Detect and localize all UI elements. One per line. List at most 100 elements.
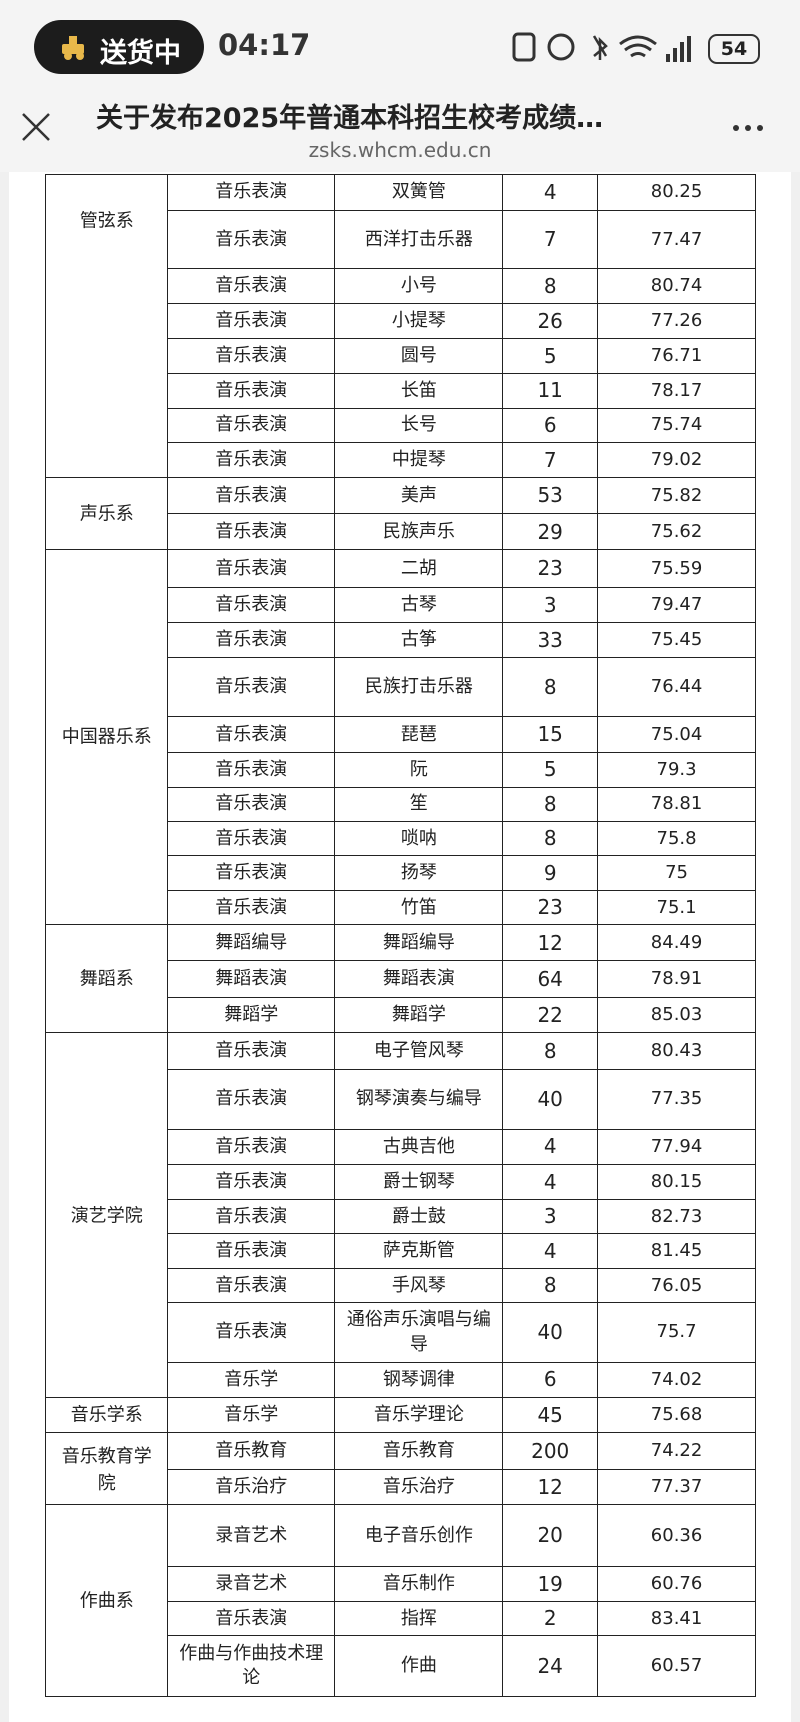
major-cell: 音乐表演: [167, 890, 336, 926]
direction-cell: 爵士鼓: [334, 1198, 504, 1235]
count-cell: 3: [502, 586, 599, 624]
score-cell: 79.47: [596, 586, 757, 624]
score-cell: 76.44: [596, 657, 757, 718]
direction-cell: 通俗声乐演唱与编导: [334, 1302, 504, 1364]
major-cell: 音乐表演: [167, 786, 336, 823]
count-cell: 8: [502, 1031, 599, 1071]
count-cell: 19: [502, 1565, 599, 1603]
top-bar: 送货中 04:17 54 关于发布2025年普通本科招生校考成绩… zsks.w…: [0, 0, 800, 172]
score-cell: 77.47: [596, 209, 757, 270]
direction-cell: 古典吉他: [334, 1128, 504, 1166]
count-cell: 33: [502, 621, 599, 659]
major-cell: 音乐表演: [167, 621, 336, 659]
direction-cell: 扬琴: [334, 854, 504, 892]
direction-cell: 音乐教育: [334, 1431, 504, 1471]
direction-cell: 古琴: [334, 586, 504, 624]
major-cell: 音乐表演: [167, 1268, 336, 1304]
major-cell: 音乐表演: [167, 1069, 336, 1131]
major-cell: 音乐表演: [167, 586, 336, 624]
direction-cell: 竹笛: [334, 890, 504, 926]
count-cell: 5: [502, 751, 599, 789]
count-cell: 23: [502, 549, 599, 589]
department-cell: 音乐教育学院: [45, 1431, 169, 1506]
major-cell: 音乐表演: [167, 1128, 336, 1166]
score-cell: 84.49: [596, 924, 757, 962]
score-cell: 77.26: [596, 303, 757, 340]
major-cell: 音乐表演: [167, 751, 336, 789]
battery: 54: [708, 34, 760, 64]
page-url: zsks.whcm.edu.cn: [308, 138, 492, 162]
department-cell: 作曲系: [45, 1504, 169, 1698]
major-cell: 作曲与作曲技术理论: [167, 1635, 336, 1698]
major-cell: 音乐表演: [167, 303, 336, 340]
count-cell: 15: [502, 716, 599, 754]
major-cell: 舞蹈编导: [167, 924, 336, 962]
major-cell: 音乐表演: [167, 820, 336, 857]
major-cell: 音乐表演: [167, 268, 336, 305]
count-cell: 53: [502, 476, 599, 515]
department-label: 舞蹈系: [79, 968, 134, 990]
score-cell: 79.02: [596, 441, 757, 479]
major-cell: 音乐表演: [167, 407, 336, 444]
major-cell: 音乐表演: [167, 657, 336, 718]
direction-cell: 古筝: [334, 621, 504, 659]
score-cell: 75.1: [596, 890, 757, 926]
direction-cell: 舞蹈表演: [334, 960, 504, 999]
count-cell: 4: [502, 173, 599, 212]
score-cell: 75.04: [596, 716, 757, 754]
score-cell: 80.74: [596, 268, 757, 305]
department-label: 作曲系: [79, 1590, 134, 1612]
score-cell: 76.71: [596, 338, 757, 375]
score-cell: 78.81: [596, 786, 757, 823]
count-cell: 7: [502, 209, 599, 270]
score-cell: 75.45: [596, 621, 757, 659]
count-cell: 45: [502, 1396, 599, 1434]
delivery-pill[interactable]: 送货中: [34, 20, 204, 74]
direction-cell: 双簧管: [334, 173, 504, 212]
score-cell: 85.03: [596, 996, 757, 1034]
major-cell: 舞蹈表演: [167, 960, 336, 999]
direction-cell: 舞蹈编导: [334, 924, 504, 962]
major-cell: 音乐表演: [167, 1198, 336, 1235]
department-cell: 舞蹈系: [45, 924, 169, 1034]
score-cell: 75.59: [596, 549, 757, 589]
major-cell: 音乐表演: [167, 1302, 336, 1364]
page-title: 关于发布2025年普通本科招生校考成绩…: [96, 103, 604, 134]
department-cell: 管弦系: [45, 173, 169, 479]
direction-cell: 手风琴: [334, 1268, 504, 1304]
direction-cell: 电子音乐创作: [334, 1504, 504, 1568]
count-cell: 40: [502, 1302, 599, 1364]
department-cell: 音乐学系: [45, 1396, 169, 1434]
count-cell: 2: [502, 1601, 599, 1637]
score-cell: 77.35: [596, 1069, 757, 1131]
count-cell: 6: [502, 407, 599, 444]
score-cell: 83.41: [596, 1601, 757, 1637]
count-cell: 22: [502, 996, 599, 1034]
major-cell: 音乐表演: [167, 549, 336, 589]
score-cell: 79.3: [596, 751, 757, 789]
major-cell: 录音艺术: [167, 1565, 336, 1603]
score-cell: 75.8: [596, 820, 757, 857]
count-cell: 40: [502, 1069, 599, 1131]
direction-cell: 电子管风琴: [334, 1031, 504, 1071]
more-button[interactable]: [730, 118, 770, 138]
direction-cell: 小号: [334, 268, 504, 305]
major-cell: 音乐表演: [167, 372, 336, 410]
department-label: 音乐学系: [70, 1404, 143, 1426]
count-cell: 8: [502, 268, 599, 305]
score-cell: 60.76: [596, 1565, 757, 1603]
major-cell: 音乐表演: [167, 476, 336, 515]
close-button[interactable]: [17, 108, 57, 148]
department-label: 管弦系: [79, 210, 134, 232]
score-cell: 75.7: [596, 1302, 757, 1364]
direction-cell: 萨克斯管: [334, 1232, 504, 1270]
count-cell: 64: [502, 960, 599, 999]
direction-cell: 二胡: [334, 549, 504, 589]
direction-cell: 音乐治疗: [334, 1469, 504, 1506]
score-cell: 75.74: [596, 407, 757, 444]
direction-cell: 长笛: [334, 372, 504, 410]
major-cell: 音乐表演: [167, 1232, 336, 1270]
delivery-icon: [62, 36, 84, 60]
count-cell: 4: [502, 1163, 599, 1201]
